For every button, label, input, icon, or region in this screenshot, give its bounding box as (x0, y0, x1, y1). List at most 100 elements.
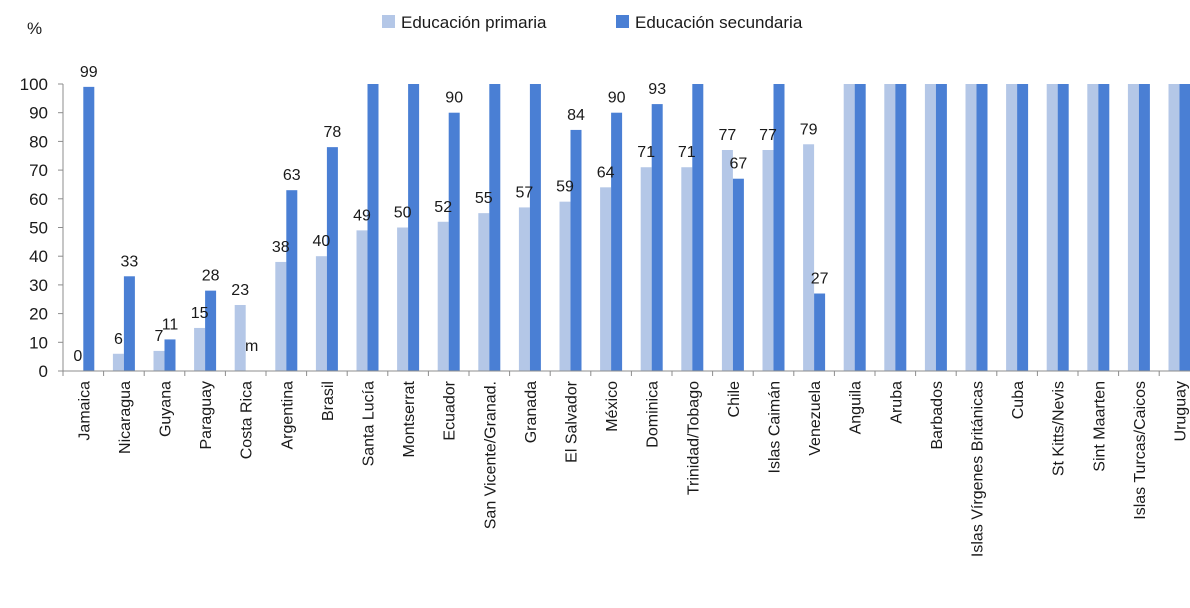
x-category-label: Montserrat (401, 380, 418, 457)
data-label-secundaria: 78 (324, 124, 342, 141)
bar-primaria (721, 150, 733, 371)
x-category-label: El Salvador (564, 380, 581, 462)
x-category-label: Aruba (888, 381, 905, 424)
data-label-secundaria: 93 (648, 81, 666, 98)
data-label-secundaria: 28 (202, 268, 220, 285)
data-label-primaria: 7 (155, 328, 164, 345)
bar-primaria (681, 167, 693, 371)
data-label-secundaria: m (245, 338, 258, 355)
bar-secundaria (448, 112, 460, 371)
bar-secundaria (326, 147, 338, 371)
bar-secundaria (570, 129, 582, 371)
x-category-label: Granada (523, 381, 540, 443)
x-axis-category-labels: Jamaica Nicaragua Guyana Paraguay Costa Rica… (76, 380, 1189, 557)
bar-secundaria (367, 84, 379, 371)
x-category-label: San Vicente/Granad. (482, 381, 499, 529)
x-category-label: Cuba (1010, 381, 1027, 419)
bar-secundaria (854, 84, 866, 371)
bar-secundaria (773, 84, 785, 371)
y-tick-label: 40 (29, 247, 48, 266)
data-label-secundaria: 33 (121, 253, 139, 270)
x-category-label: Costa Rica (239, 381, 256, 459)
x-category-label: Dominica (645, 381, 662, 448)
x-category-label: Anguila (848, 381, 865, 434)
bar-primaria (397, 227, 409, 371)
bar-secundaria (408, 84, 420, 371)
data-label-primaria: 64 (597, 164, 615, 181)
bar-primaria (1087, 84, 1099, 371)
y-axis-unit-label: % (27, 19, 42, 38)
data-label-secundaria: 11 (162, 316, 179, 333)
data-label-primaria: 79 (800, 121, 818, 138)
bar-primaria (112, 353, 124, 371)
bar-primaria (315, 256, 327, 371)
bar-primaria (600, 187, 612, 371)
x-category-label: México (604, 381, 621, 432)
bar-secundaria (205, 290, 217, 371)
bar-secundaria (935, 84, 947, 371)
bar-primaria (1168, 84, 1180, 371)
x-category-label: Islas Turcas/Caicos (1132, 381, 1149, 520)
bar-primaria (194, 327, 206, 371)
legend-swatch-primaria (382, 15, 395, 28)
series-primaria-bars (112, 84, 1180, 371)
data-label-primaria: 15 (191, 305, 209, 322)
x-category-label: Sint Maarten (1091, 381, 1108, 472)
x-category-label: Islas Vírgenes Británicas (970, 381, 987, 557)
data-label-secundaria: 90 (445, 90, 463, 107)
x-category-label: St Kitts/Nevis (1051, 381, 1068, 476)
data-label-primaria: 50 (394, 205, 412, 222)
bar-primaria (803, 144, 815, 371)
bar-primaria (559, 201, 571, 371)
legend: Educación primaria Educación secundaria (382, 13, 803, 32)
data-label-primaria: 52 (434, 199, 452, 216)
bar-primaria (478, 213, 490, 371)
bar-secundaria (1017, 84, 1029, 371)
bar-secundaria (83, 86, 95, 372)
data-label-primaria: 6 (114, 331, 123, 348)
bar-primaria (356, 230, 368, 371)
bar-secundaria (1179, 84, 1190, 371)
series-secundaria-bars (83, 84, 1190, 372)
x-category-label: Santa Lucía (361, 381, 378, 467)
bar-primaria (843, 84, 855, 371)
x-category-label: Chile (726, 381, 743, 418)
bar-primaria (234, 304, 246, 371)
bar-primaria (640, 167, 652, 371)
bar-primaria (965, 84, 977, 371)
x-category-label: Argentina (279, 381, 296, 450)
bar-secundaria (1138, 84, 1150, 371)
x-category-label: Venezuela (807, 381, 824, 456)
legend-label-secundaria: Educación secundaria (635, 13, 803, 32)
bar-primaria (153, 350, 165, 371)
x-category-label: Brasil (320, 381, 337, 421)
axis-lines (62, 84, 1190, 376)
y-tick-label: 60 (29, 190, 48, 209)
y-axis-ticks: 0 10 20 30 40 50 60 70 80 90 100 (20, 75, 63, 381)
data-label-secundaria: 63 (283, 167, 301, 184)
x-category-label: Guyana (158, 381, 175, 437)
data-label-primaria: 40 (313, 233, 331, 250)
bar-secundaria (286, 190, 298, 371)
y-tick-label: 90 (29, 104, 48, 123)
bar-primaria (1046, 84, 1058, 371)
x-category-label: Islas Caimán (767, 381, 784, 473)
data-label-primaria: 55 (475, 190, 493, 207)
data-label-primaria: 57 (516, 184, 534, 201)
bar-secundaria (1098, 84, 1110, 371)
bar-primaria (518, 207, 530, 371)
bar-primaria (1127, 84, 1139, 371)
x-category-label: Paraguay (198, 381, 215, 450)
y-tick-label: 30 (29, 276, 48, 295)
bar-secundaria (651, 104, 663, 371)
bar-primaria (437, 221, 449, 371)
x-category-label: Ecuador (442, 380, 459, 440)
data-label-primaria: 59 (556, 179, 574, 196)
data-label-secundaria: 27 (811, 271, 829, 288)
x-category-label: Nicaragua (117, 381, 134, 454)
legend-label-primaria: Educación primaria (401, 13, 547, 32)
y-tick-label: 80 (29, 132, 48, 151)
y-tick-label: 100 (20, 75, 48, 94)
